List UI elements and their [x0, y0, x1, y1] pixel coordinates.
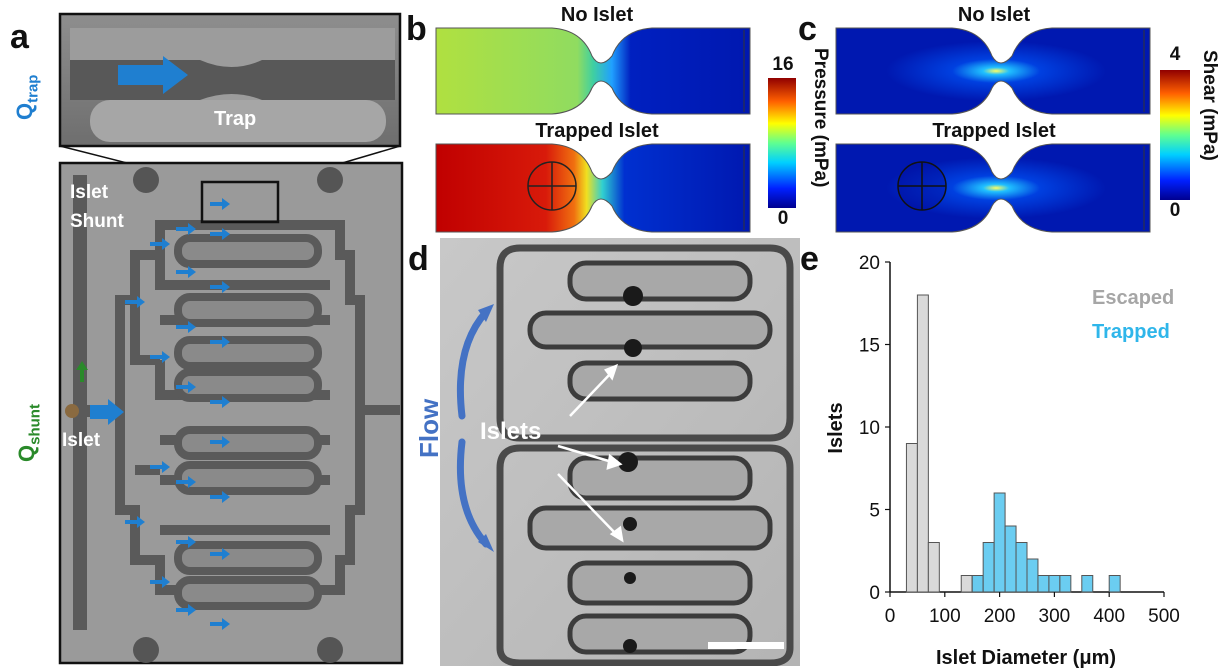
trap-label: Trap: [214, 108, 257, 130]
y-tick-label-4: 20: [859, 253, 880, 274]
islet-shunt-line2: Shunt: [70, 211, 124, 233]
legend-escaped: Escaped: [1092, 287, 1174, 309]
x-tick-label-5: 500: [1148, 606, 1180, 627]
small-flow-arrows: [125, 198, 230, 630]
y-axis-label: Islets: [825, 402, 847, 453]
c-colorbar-min: 0: [1169, 200, 1181, 221]
c-top-title: No Islet: [957, 4, 1031, 26]
panel-e-letter: e: [800, 240, 819, 278]
x-axis-label: Islet Diameter (μm): [936, 647, 1116, 668]
panel-c-letter: c: [798, 10, 817, 48]
panel-a-figure: [58, 12, 404, 665]
flow-arrows: [456, 308, 490, 548]
histogram-plot-area: 0 100 200 300 400 500 0 5 10 15 20: [859, 253, 1180, 627]
bar-trapped-7: [1048, 575, 1061, 593]
micrograph-channels: [496, 244, 794, 666]
x-tick-label-2: 200: [984, 606, 1016, 627]
islet-dot: [65, 404, 79, 418]
scale-bar: [708, 642, 784, 649]
bar-trapped-2: [993, 492, 1006, 593]
y-tick-label-1: 5: [869, 501, 880, 522]
shunt-green-arrow: [76, 361, 88, 382]
panel-d-letter: d: [408, 240, 429, 278]
x-tick-label-3: 300: [1039, 606, 1071, 627]
c-colorbar-max: 4: [1169, 44, 1181, 65]
bar-trapped-4: [1015, 542, 1028, 593]
c-bottom-sim: [832, 142, 1156, 236]
x-tick-label-1: 100: [929, 606, 961, 627]
flow-label: Flow: [414, 398, 444, 458]
bar-trapped-3: [1004, 525, 1017, 593]
panel-d-micrograph: [440, 238, 800, 666]
zoom-region-box: [200, 180, 280, 224]
bar-escaped-2: [927, 542, 940, 593]
islet-pointer-arrows: [557, 363, 624, 543]
bar-trapped-8: [1059, 575, 1072, 593]
islet-shunt-label: Islet Shunt: [70, 178, 124, 237]
zoom-constriction-bottom: [200, 94, 262, 100]
micrograph-islets: [618, 286, 643, 653]
zoom-upper-channel: [70, 28, 395, 70]
zoom-trap-block: [90, 100, 386, 142]
c-top-sim: [832, 26, 1156, 118]
b-colorbar-max: 16: [772, 54, 794, 75]
b-bottom-title: Trapped Islet: [535, 120, 659, 142]
panel-b-letter: b: [406, 10, 427, 48]
b-bottom-sim: [432, 142, 756, 236]
b-top-sim: [432, 26, 756, 118]
islet-label: Islet: [62, 430, 101, 451]
c-bottom-title: Trapped Islet: [932, 120, 1056, 142]
q-shunt-label: Qshunt: [14, 404, 44, 462]
micrograph-trap-blocks: [527, 260, 773, 655]
x-tick-label-4: 400: [1093, 606, 1125, 627]
x-tick-label-0: 0: [885, 606, 896, 627]
b-colorbar-min: 0: [777, 208, 789, 229]
bar-trapped-9: [1081, 575, 1094, 593]
bar-trapped-5: [1026, 558, 1039, 593]
bar-trapped-6: [1037, 575, 1050, 593]
legend-trapped: Trapped: [1092, 321, 1170, 343]
islet-shunt-line1: Islet: [70, 182, 109, 203]
bar-escaped-1: [916, 294, 929, 593]
zoom-flow-arrow: [118, 56, 188, 94]
bar-trapped-0: [971, 575, 984, 593]
b-colorbar: [768, 78, 796, 208]
zoom-constriction-top: [200, 60, 262, 67]
b-colorbar-label: Pressure (mPa): [810, 48, 831, 188]
c-colorbar-label: Shear (mPa): [1199, 50, 1220, 161]
c-colorbar: [1160, 70, 1190, 200]
y-tick-label-2: 10: [859, 418, 880, 439]
q-trap-label: Qtrap: [12, 74, 42, 120]
bar-trapped-10: [1108, 575, 1121, 593]
shunt-entry-arrow: [90, 399, 124, 425]
bar-escaped-0: [905, 443, 918, 593]
y-tick-label-3: 15: [859, 336, 880, 357]
histogram-chart: 0 100 200 300 400 500 0 5 10 15 20 Escaped Trapped…: [825, 253, 1180, 668]
b-top-title: No Islet: [560, 4, 634, 26]
panel-a-letter: a: [10, 18, 29, 56]
bar-trapped-1: [982, 542, 995, 593]
bar-escaped-3: [960, 575, 973, 593]
y-tick-label-0: 0: [869, 583, 880, 604]
shunt-channel: [73, 175, 87, 630]
islets-label: Islets: [480, 418, 542, 445]
